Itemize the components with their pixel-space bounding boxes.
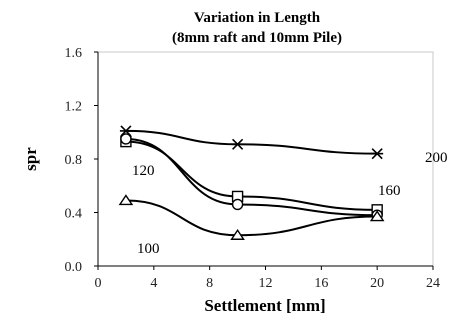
series-label: 120 [132,163,155,179]
y-tick-label: 0.4 [65,207,83,222]
series-line [125,129,378,155]
x-tick-label: 0 [95,276,102,291]
y-tick-label: 1.2 [65,100,83,115]
series-label: 160 [378,183,401,199]
chart-title: Variation in Length [194,10,321,26]
data-point-circle [231,198,244,211]
y-tick-label: 1.6 [65,46,83,61]
y-axis-label: spr [21,147,40,171]
x-axis-label: Settlement [mm] [204,296,325,315]
y-tick-label: 0.8 [65,153,83,168]
x-tick-label: 24 [426,276,440,291]
series-line [125,199,378,237]
series-line [125,137,378,217]
series-200: 200 [119,125,448,166]
data-point-triangle [369,210,385,222]
series-layer: 200 160 120 100 [118,125,448,257]
y-tick-label: 0.0 [65,260,83,275]
x-tick-label: 8 [206,276,213,291]
axis-ticks: 0 4 8 12 16 20 24 0.0 0.4 0.8 1.2 1.6 [65,46,441,291]
x-tick-label: 20 [370,276,384,291]
data-point-triangle [230,228,245,240]
series-label: 100 [137,241,160,257]
chart-subtitle: (8mm raft and 10mm Pile) [172,30,342,46]
series-160: 160 [120,135,401,216]
data-point-circle [120,133,132,145]
x-tick-label: 4 [150,276,157,291]
series-100: 100 [118,194,385,257]
series-label: 200 [425,150,448,166]
x-tick-label: 12 [259,276,273,291]
x-tick-label: 16 [314,276,328,291]
data-point-triangle [118,194,134,206]
